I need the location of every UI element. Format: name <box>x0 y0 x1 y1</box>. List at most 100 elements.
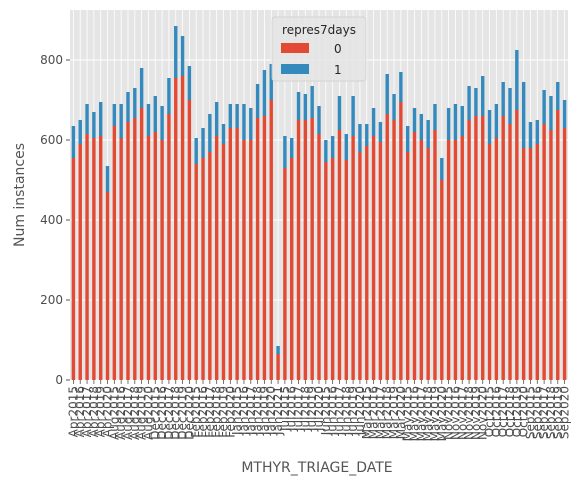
bar-series-0 <box>296 120 301 380</box>
bar-series-0 <box>474 116 478 380</box>
bar-series-0 <box>310 118 314 380</box>
bar-series-0 <box>392 120 396 380</box>
bar-series-1 <box>174 26 178 78</box>
x-tick-label: Jun2015 <box>319 386 333 436</box>
x-tick-label: Dec2020 <box>182 386 196 440</box>
x-tick-label: Jun2016 <box>326 386 340 436</box>
x-axis: Apr2015Apr2016Apr2017Apr2018Apr2019Apr20… <box>66 380 572 441</box>
bar-series-1 <box>85 104 89 134</box>
x-tick-label: Jan2015 <box>230 386 244 436</box>
x-tick-label: Jan2019 <box>257 386 271 436</box>
x-tick-label: Dec2018 <box>169 386 183 440</box>
bar-series-0 <box>535 144 540 380</box>
bar-series-1 <box>310 86 314 118</box>
bar-series-0 <box>330 158 335 380</box>
bar-series-1 <box>433 104 437 130</box>
x-tick-label: Apr2017 <box>80 386 94 437</box>
bar-series-0 <box>494 138 499 380</box>
x-tick-label: Feb2018 <box>210 386 224 438</box>
y-tick-label: 600 <box>40 133 63 147</box>
y-tick-label: 400 <box>40 213 63 227</box>
x-tick-label: Jun2020 <box>353 386 367 436</box>
x-axis-title: MTHYR_TRIAGE_DATE <box>241 460 392 476</box>
x-tick-label: Dec2017 <box>162 386 176 440</box>
x-tick-label: Jul2019 <box>305 386 319 432</box>
bar-series-1 <box>515 50 519 110</box>
bar-series-0 <box>112 126 117 380</box>
bar-series-0 <box>262 116 267 380</box>
x-tick-label: Feb2016 <box>196 386 210 438</box>
bar-series-0 <box>214 136 219 380</box>
x-tick-label: Sep2016 <box>530 386 544 439</box>
bar-series-1 <box>208 114 212 152</box>
x-tick-label: Sep2015 <box>523 386 537 439</box>
x-tick-label: Apr2020 <box>101 386 115 437</box>
bar-series-1 <box>474 88 478 116</box>
bar-series-1 <box>255 84 260 118</box>
x-tick-label: Oct2019 <box>510 386 524 437</box>
bar-series-0 <box>187 100 192 380</box>
x-tick-label: Oct2017 <box>496 386 510 437</box>
bar-series-1 <box>440 158 444 180</box>
bar-series-0 <box>556 110 560 380</box>
x-tick-label: Jan2017 <box>244 386 258 436</box>
bar-series-0 <box>133 118 137 380</box>
bar-series-1 <box>146 104 151 136</box>
bar-series-0 <box>385 114 389 380</box>
bar-series-1 <box>180 36 185 76</box>
x-tick-label: Mar2018 <box>380 386 394 439</box>
x-tick-label: Jan2021 <box>271 386 285 436</box>
bar-series-1 <box>133 88 137 118</box>
bar-series-1 <box>487 110 492 144</box>
bar-series-1 <box>167 78 171 114</box>
bar-series-0 <box>508 124 512 380</box>
bar-series-1 <box>365 124 369 146</box>
legend-title: repres7days <box>282 23 356 37</box>
bar-series-0 <box>515 110 519 380</box>
bar-series-1 <box>562 100 567 128</box>
x-tick-label: Feb2017 <box>203 386 217 438</box>
bar-series-1 <box>269 64 273 100</box>
bar-series-0 <box>528 148 533 380</box>
bar-series-1 <box>542 90 546 124</box>
bar-series-0 <box>549 130 553 380</box>
bar-series-1 <box>153 96 157 132</box>
bar-series-1 <box>467 86 471 120</box>
bar-series-1 <box>549 96 553 130</box>
bar-series-1 <box>528 122 533 148</box>
bar-series-0 <box>228 128 233 380</box>
bar-series-1 <box>262 70 267 116</box>
bar-series-0 <box>92 138 96 380</box>
bar-series-1 <box>419 114 424 140</box>
bar-series-0 <box>242 140 246 380</box>
x-tick-label: Jun2017 <box>332 386 346 436</box>
bar-series-1 <box>235 104 239 128</box>
bar-series-0 <box>344 160 348 380</box>
bar-series-1 <box>453 104 458 140</box>
bar-series-0 <box>337 130 342 380</box>
bar-series-1 <box>228 104 233 128</box>
x-tick-label: Dec2015 <box>148 386 162 440</box>
bar-series-1 <box>126 92 130 122</box>
bar-series-0 <box>139 108 144 380</box>
x-tick-label: Aug2020 <box>141 386 155 440</box>
bar-series-0 <box>371 136 376 380</box>
bar-series-0 <box>276 354 280 380</box>
x-tick-label: Sep2018 <box>544 386 558 439</box>
bar-series-1 <box>296 92 301 120</box>
x-tick-label: Jan2020 <box>264 386 278 436</box>
bar-series-1 <box>446 108 451 140</box>
bar-series-1 <box>78 120 82 144</box>
x-tick-label: Jul2016 <box>285 386 299 432</box>
x-tick-label: Aug2018 <box>128 386 142 440</box>
bar-series-1 <box>535 120 540 144</box>
bar-series-0 <box>303 120 308 380</box>
x-tick-label: Feb2015 <box>189 386 203 438</box>
bar-series-0 <box>351 136 355 380</box>
x-tick-label: Aug2019 <box>135 386 149 440</box>
legend: repres7days 0 1 <box>271 16 367 82</box>
x-tick-label: Feb2019 <box>216 386 230 438</box>
bar-series-0 <box>126 122 130 380</box>
bar-series-0 <box>194 164 198 380</box>
x-tick-label: Jul2017 <box>292 386 306 432</box>
